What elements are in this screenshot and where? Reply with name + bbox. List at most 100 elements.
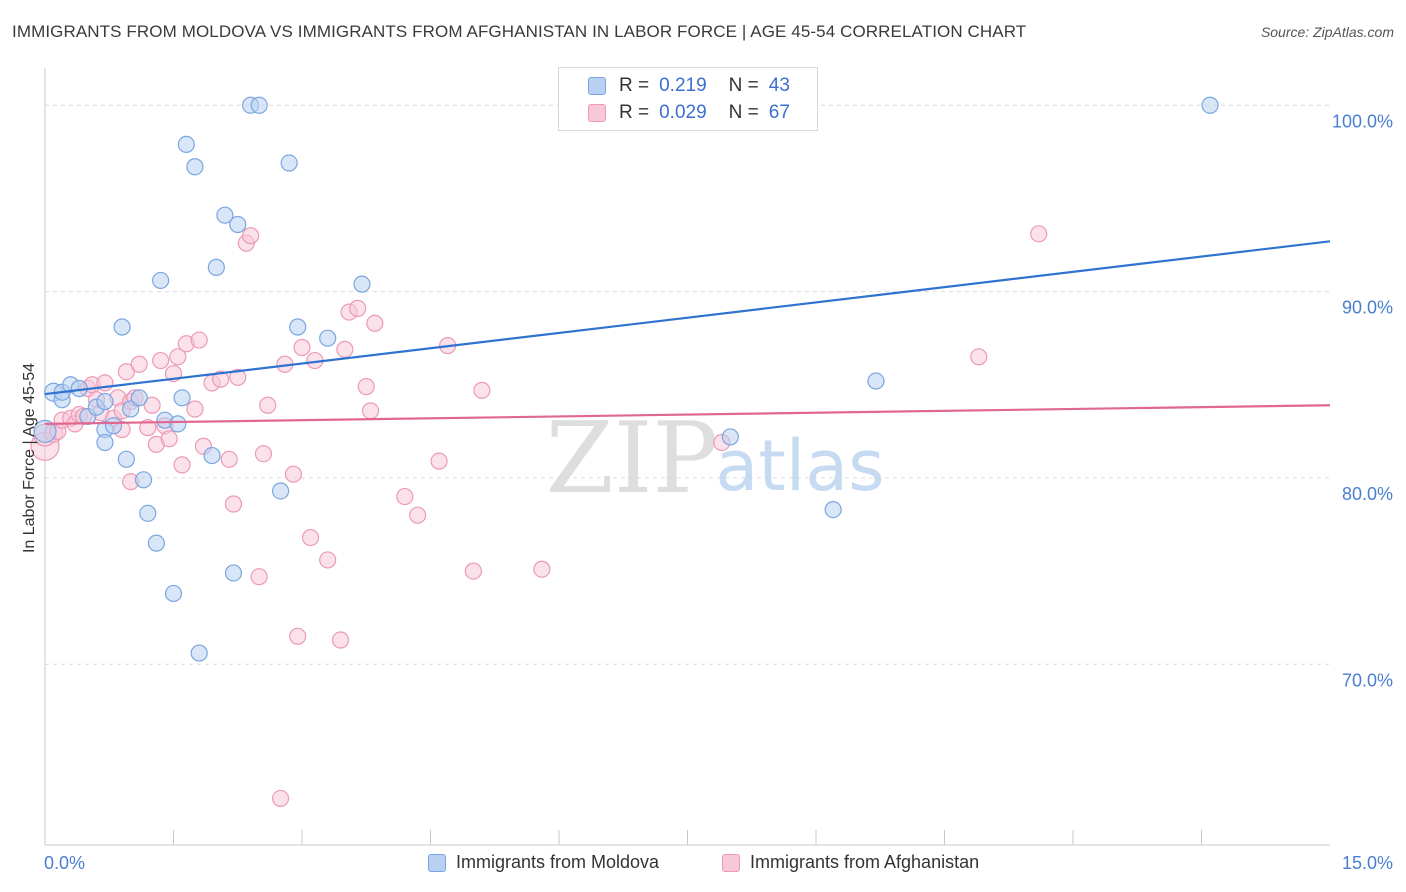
moldova-point: [250, 96, 268, 114]
moldova-point: [1201, 96, 1219, 114]
moldova-point: [289, 318, 307, 336]
gridlines: 100.0% 90.0% 80.0% 70.0%: [45, 104, 1393, 690]
afghanistan-point: [396, 487, 414, 506]
afghanistan-point: [409, 506, 427, 524]
series-label-afghanistan: Immigrants from Afghanistan: [750, 852, 980, 872]
chart-title: IMMIGRANTS FROM MOLDOVA VS IMMIGRANTS FR…: [12, 22, 1027, 41]
afghanistan-point: [366, 314, 384, 332]
moldova-point: [224, 564, 243, 582]
y-tick-label: 100.0%: [1332, 111, 1393, 131]
moldova-points: [33, 96, 1219, 662]
moldova-point: [139, 504, 157, 522]
afghanistan-point: [229, 368, 247, 386]
afghanistan-point: [349, 299, 367, 317]
afghanistan-point: [331, 631, 350, 649]
afghanistan-point: [259, 396, 277, 414]
moldova-point: [203, 446, 221, 465]
moldova-trend-line: [44, 240, 1331, 396]
afghanistan-point: [169, 348, 187, 366]
moldova-point: [280, 154, 298, 172]
afghanistan-point: [152, 351, 170, 370]
moldova-point: [216, 206, 234, 224]
y-axis-label: In Labor Force | Age 45-54: [21, 363, 38, 553]
x-tick-label: 0.0%: [44, 853, 85, 873]
series-swatch-afghanistan: [722, 853, 740, 872]
afghanistan-point: [1030, 225, 1048, 243]
afghanistan-point: [361, 402, 380, 420]
legend-row-moldova: R = 0.219 N = 43: [619, 74, 790, 98]
afghanistan-point: [117, 363, 135, 381]
afghanistan-point: [319, 551, 337, 569]
legend-r-value-afghanistan: 0.029: [659, 102, 707, 123]
afghanistan-point: [473, 381, 491, 399]
y-tick-label: 90.0%: [1342, 298, 1393, 318]
legend-r-value-moldova: 0.219: [659, 75, 707, 96]
moldova-point: [113, 318, 131, 336]
afghanistan-point: [143, 396, 161, 414]
afghanistan-point: [301, 528, 320, 547]
moldova-point: [186, 158, 204, 176]
legend-row-afghanistan: R = 0.029 N = 67: [619, 101, 790, 125]
moldova-point: [96, 392, 114, 411]
afghanistan-point: [293, 338, 311, 357]
watermark-atlas: atlas: [715, 425, 884, 507]
moldova-point: [169, 415, 187, 433]
moldova-point: [130, 389, 148, 407]
legend-r-label: R =: [619, 75, 650, 96]
afghanistan-point: [336, 340, 354, 358]
legend-r-label: R =: [619, 102, 650, 123]
moldova-point: [147, 534, 165, 552]
moldova-point: [229, 215, 247, 234]
series-legend-moldova: Immigrants from Moldova: [428, 852, 659, 873]
moldova-point: [173, 389, 191, 407]
series-legend-afghanistan: Immigrants from Afghanistan: [722, 852, 979, 873]
afghanistan-point: [130, 355, 148, 373]
moldova-point: [867, 372, 885, 390]
y-tick-label: 70.0%: [1342, 670, 1393, 690]
y-tick-label: 80.0%: [1342, 484, 1393, 504]
legend-swatch-moldova: [588, 77, 606, 95]
moldova-point: [152, 271, 170, 290]
moldova-point: [104, 417, 123, 435]
moldova-point: [134, 471, 153, 489]
legend-n-label: N =: [728, 75, 759, 96]
correlation-legend: R = 0.219 N = 43 R = 0.029 N = 67: [558, 67, 818, 131]
afghanistan-point: [254, 445, 273, 463]
afghanistan-point: [271, 789, 290, 808]
afghanistan-point: [173, 456, 191, 474]
afghanistan-point: [250, 568, 268, 586]
moldova-point: [353, 275, 371, 293]
moldova-point: [96, 433, 114, 452]
series-swatch-moldova: [428, 853, 446, 872]
legend-n-value-afghanistan: 67: [768, 102, 790, 123]
afghanistan-point: [139, 419, 157, 437]
moldova-point: [319, 329, 337, 347]
afghanistan-point: [284, 465, 303, 483]
moldova-point: [164, 584, 183, 603]
afghanistan-point: [464, 562, 482, 580]
legend-swatch-afghanistan: [588, 104, 606, 122]
afghanistan-point: [190, 331, 208, 349]
moldova-point: [117, 450, 135, 468]
moldova-point: [271, 482, 290, 500]
afghanistan-points: [30, 225, 1048, 808]
moldova-point: [177, 135, 195, 153]
x-tick-label: 15.0%: [1342, 853, 1393, 873]
trend-lines: [44, 240, 1331, 425]
legend-n-label: N =: [728, 102, 759, 123]
afghanistan-point: [289, 627, 307, 645]
legend-n-value-moldova: 43: [768, 75, 790, 96]
afghanistan-point: [220, 450, 238, 468]
moldova-point: [33, 419, 57, 443]
afghanistan-point: [186, 400, 204, 418]
afghanistan-point: [242, 227, 260, 245]
afghanistan-point: [533, 560, 551, 578]
series-label-moldova: Immigrants from Moldova: [456, 852, 660, 872]
afghanistan-point: [970, 348, 988, 366]
source-credit: Source: ZipAtlas.com: [1260, 24, 1394, 40]
watermark-zip: ZIP: [546, 402, 719, 516]
moldova-point: [721, 428, 739, 446]
afghanistan-point: [224, 495, 243, 513]
moldova-point: [207, 258, 225, 276]
